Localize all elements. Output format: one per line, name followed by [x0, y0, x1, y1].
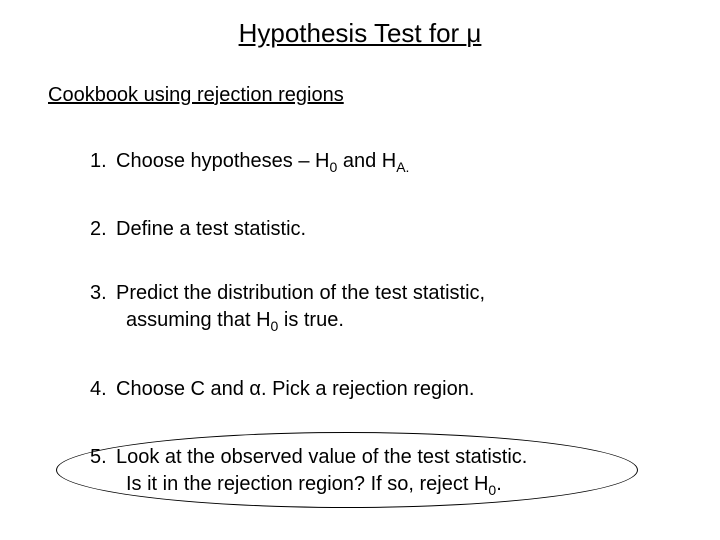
title-text: Hypothesis Test for	[239, 18, 467, 48]
item-text: Define a test statistic.	[116, 218, 306, 240]
item-text: Choose hypotheses – H0 and HA.	[116, 150, 409, 172]
subheading: Cookbook using rejection regions	[48, 84, 344, 107]
slide-title: Hypothesis Test for μ	[0, 18, 720, 49]
list-item-4: 4.Choose C and α. Pick a rejection regio…	[90, 376, 660, 403]
item-text-line2: assuming that H0 is true.	[90, 307, 660, 334]
list-item-1: 1.Choose hypotheses – H0 and HA.	[90, 148, 660, 175]
item-number: 3.	[90, 280, 116, 307]
item-text: Predict the distribution of the test sta…	[116, 282, 485, 304]
item-text: Choose C and α. Pick a rejection region.	[116, 378, 474, 400]
list-item-2: 2.Define a test statistic.	[90, 216, 660, 243]
list-item-5: 5.Look at the observed value of the test…	[90, 444, 660, 498]
item-number: 2.	[90, 216, 116, 243]
item-text: Look at the observed value of the test s…	[116, 446, 527, 468]
item-number: 4.	[90, 376, 116, 403]
slide: Hypothesis Test for μ Cookbook using rej…	[0, 0, 720, 540]
item-number: 5.	[90, 444, 116, 471]
item-number: 1.	[90, 148, 116, 175]
list-item-3: 3.Predict the distribution of the test s…	[90, 280, 660, 334]
item-text-line2: Is it in the rejection region? If so, re…	[90, 471, 660, 498]
title-mu-symbol: μ	[466, 18, 481, 48]
